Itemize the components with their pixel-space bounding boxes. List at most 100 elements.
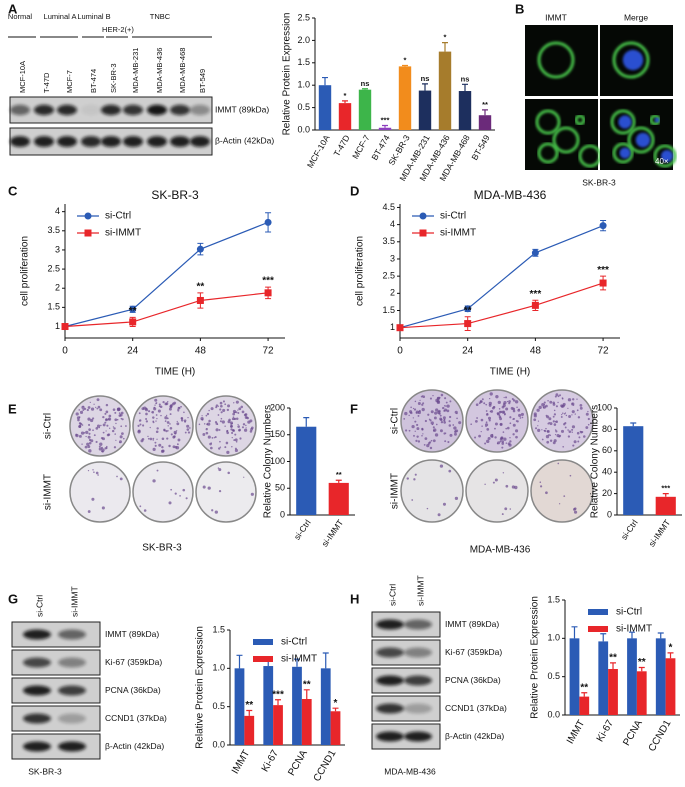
legend-marker [419,229,427,237]
colony [198,423,201,426]
colony [444,397,447,400]
colony [444,432,447,434]
colony [120,411,124,415]
colony [442,502,446,506]
y-tick-label: 1.5 [297,57,310,67]
colony [439,414,442,417]
colony [169,426,173,430]
bar [273,705,283,745]
colony [102,415,105,419]
bar [627,638,637,715]
colony [232,416,235,419]
blot-band [147,104,167,116]
colony [88,428,91,431]
data-point [264,218,272,226]
band-label: β-Actin (42kDa) [445,731,504,741]
colony [486,428,490,431]
colony [169,423,171,425]
colony [421,403,424,406]
colony [549,400,553,404]
error-bar [462,83,468,92]
blot-band [81,136,101,147]
column-label: Merge [624,12,648,22]
colony [217,405,220,407]
colony [220,404,223,408]
colony [180,419,184,422]
colony [108,427,111,429]
colony [454,410,458,414]
colony [162,400,165,404]
significance-label: *** [661,484,670,493]
error-bar [571,626,578,639]
colony [97,474,99,476]
bar [608,669,618,715]
legend-swatch [588,626,608,632]
colony [161,437,165,441]
colony [438,396,441,399]
colony [416,423,419,427]
error-bar [362,88,368,90]
blot-band [23,657,51,668]
y-tick-label: 3.5 [382,236,395,246]
colony [85,435,87,438]
micrograph [600,99,673,170]
colony [547,422,550,425]
error-bar [630,422,637,427]
colony [215,422,218,425]
colony [501,513,504,516]
colony [412,417,414,419]
y-tick-label: 2.5 [382,271,395,281]
bar [623,426,644,515]
colony [576,409,579,412]
y-axis-label: Relative Colony Numbers [263,405,274,518]
colony [537,420,540,422]
colony [235,417,239,421]
colony [215,406,218,409]
colony [245,424,247,427]
bar [665,658,676,715]
colony [496,441,501,445]
colony [445,401,448,404]
colony [222,408,226,412]
error-bar [335,479,342,483]
colony [249,430,253,433]
colony [560,404,563,408]
caption: SK-BR-3 [582,177,616,187]
colony [174,492,177,495]
chart-title: SK-BR-3 [151,188,199,202]
colony [217,467,220,469]
colony [121,432,124,436]
colony [577,440,580,443]
colony [98,445,101,448]
blot-band [23,629,51,640]
colony [243,428,248,432]
y-tick-label: 1.5 [47,302,60,312]
colony [87,470,90,472]
colony [545,491,548,495]
colony [138,412,141,415]
colony [88,438,92,442]
colony [230,423,232,426]
colony [587,423,590,426]
colony [116,407,121,412]
colony [494,436,497,439]
colony [87,510,91,513]
x-tick-label: 72 [598,346,610,357]
colony [140,439,144,443]
colony [442,416,446,420]
colony [114,418,118,422]
colony [209,442,212,446]
colony [102,423,106,427]
colony [233,402,235,404]
bar [598,641,609,715]
colony [120,425,123,428]
bar [318,85,332,130]
colony [571,428,574,431]
colony [568,415,572,418]
error-bar [628,631,635,639]
nucleus [654,117,660,123]
colony [431,423,434,426]
cell [537,142,559,164]
colony [75,433,78,437]
colony [438,412,441,415]
